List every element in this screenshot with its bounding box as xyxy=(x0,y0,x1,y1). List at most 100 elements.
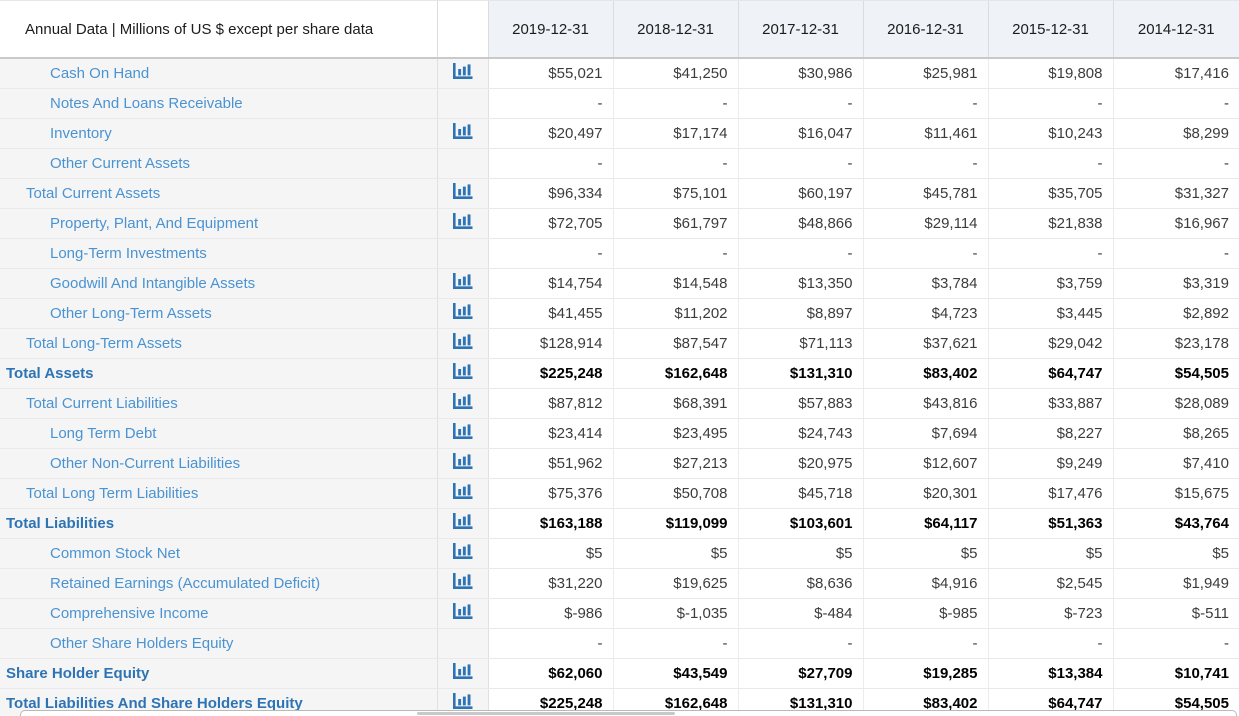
value-cell: - xyxy=(863,628,989,659)
row-label-link[interactable]: Total Liabilities xyxy=(6,514,115,532)
value-cell: $5 xyxy=(613,538,739,569)
value-cell: - xyxy=(738,238,864,269)
value-cell: $-986 xyxy=(488,598,614,629)
value-cell: $64,747 xyxy=(988,358,1114,389)
value-cell: $71,113 xyxy=(738,328,864,359)
value-cell: $15,675 xyxy=(1113,478,1239,509)
bar-chart-icon[interactable] xyxy=(452,513,473,529)
value-cell: - xyxy=(863,238,989,269)
row-label-link[interactable]: Share Holder Equity xyxy=(6,664,150,682)
row-label-cell: Goodwill And Intangible Assets xyxy=(0,268,438,299)
bar-chart-icon[interactable] xyxy=(452,183,473,199)
row-label-link[interactable]: Total Current Assets xyxy=(26,184,161,202)
value-cell: $21,838 xyxy=(988,208,1114,239)
value-cell: $62,060 xyxy=(488,658,614,689)
value-cell: $23,495 xyxy=(613,418,739,449)
column-header-date: 2019-12-31 xyxy=(488,1,614,59)
bar-chart-icon[interactable] xyxy=(452,333,473,349)
bar-chart-icon[interactable] xyxy=(452,303,473,319)
bar-chart-icon[interactable] xyxy=(452,123,473,139)
value-cell: $41,455 xyxy=(488,298,614,329)
value-cell: $163,188 xyxy=(488,508,614,539)
value-cell: $225,248 xyxy=(488,358,614,389)
value-cell: $131,310 xyxy=(738,358,864,389)
bar-chart-icon[interactable] xyxy=(452,453,473,469)
row-label-link[interactable]: Cash On Hand xyxy=(50,64,150,82)
value-cell: - xyxy=(738,148,864,179)
table-row: Total Assets $225,248 $162,648 $131,310 $83,… xyxy=(0,358,1239,389)
value-cell: $11,461 xyxy=(863,118,989,149)
row-label-link[interactable]: Common Stock Net xyxy=(50,544,181,562)
row-chart-icon-cell xyxy=(437,208,489,239)
row-chart-icon-cell xyxy=(437,658,489,689)
bar-chart-icon[interactable] xyxy=(452,573,473,589)
row-label-link[interactable]: Total Long-Term Assets xyxy=(26,334,182,352)
value-cell: $29,042 xyxy=(988,328,1114,359)
column-header-date: 2016-12-31 xyxy=(863,1,989,59)
row-label-link[interactable]: Retained Earnings (Accumulated Deficit) xyxy=(50,574,321,592)
value-cell: - xyxy=(988,628,1114,659)
value-cell: $3,319 xyxy=(1113,268,1239,299)
row-chart-icon-cell xyxy=(437,628,489,659)
column-header-date: 2018-12-31 xyxy=(613,1,739,59)
row-label-link[interactable]: Notes And Loans Receivable xyxy=(50,94,243,112)
bar-chart-icon[interactable] xyxy=(452,423,473,439)
row-label-link[interactable]: Total Current Liabilities xyxy=(26,394,178,412)
value-cell: $3,759 xyxy=(988,268,1114,299)
table-row: Other Non-Current Liabilities $51,962 $27,… xyxy=(0,448,1239,479)
row-label-link[interactable]: Other Non-Current Liabilities xyxy=(50,454,241,472)
row-chart-icon-cell xyxy=(437,448,489,479)
value-cell: $3,784 xyxy=(863,268,989,299)
bar-chart-icon[interactable] xyxy=(452,63,473,80)
value-cell: $20,497 xyxy=(488,118,614,149)
row-label-link[interactable]: Other Current Assets xyxy=(50,154,191,172)
row-chart-icon-cell xyxy=(437,178,489,209)
table-row: Long-Term Investments - - - - - - xyxy=(0,238,1239,269)
row-label-cell: Total Current Liabilities xyxy=(0,388,438,419)
bar-chart-icon[interactable] xyxy=(452,393,473,409)
value-cell: $41,250 xyxy=(613,58,739,89)
value-cell: $68,391 xyxy=(613,388,739,419)
table-row: Notes And Loans Receivable - - - - - - xyxy=(0,88,1239,119)
bar-chart-icon[interactable] xyxy=(452,363,473,379)
value-cell: $29,114 xyxy=(863,208,989,239)
row-label-link[interactable]: Property, Plant, And Equipment xyxy=(50,214,259,232)
row-label-cell: Other Non-Current Liabilities xyxy=(0,448,438,479)
row-chart-icon-cell xyxy=(437,568,489,599)
value-cell: $64,117 xyxy=(863,508,989,539)
bar-chart-icon[interactable] xyxy=(452,213,473,229)
row-label-link[interactable]: Long-Term Investments xyxy=(50,244,207,262)
value-cell: $24,743 xyxy=(738,418,864,449)
value-cell: $10,741 xyxy=(1113,658,1239,689)
horizontal-scrollbar[interactable] xyxy=(20,710,1237,716)
row-label-link[interactable]: Other Long-Term Assets xyxy=(50,304,212,322)
bar-chart-icon[interactable] xyxy=(452,603,473,619)
row-chart-icon-cell xyxy=(437,148,489,179)
row-label-link[interactable]: Comprehensive Income xyxy=(50,604,209,622)
value-cell: $83,402 xyxy=(863,358,989,389)
row-label-link[interactable]: Goodwill And Intangible Assets xyxy=(50,274,256,292)
bar-chart-icon[interactable] xyxy=(452,663,473,679)
horizontal-scrollbar-thumb[interactable] xyxy=(417,712,675,715)
value-cell: $11,202 xyxy=(613,298,739,329)
value-cell: $31,327 xyxy=(1113,178,1239,209)
bar-chart-icon[interactable] xyxy=(452,543,473,559)
value-cell: $75,101 xyxy=(613,178,739,209)
value-cell: $60,197 xyxy=(738,178,864,209)
row-label-link[interactable]: Total Long Term Liabilities xyxy=(26,484,199,502)
table-row: Total Current Assets $96,334 $75,101 $60,19… xyxy=(0,178,1239,209)
value-cell: $16,047 xyxy=(738,118,864,149)
bar-chart-icon[interactable] xyxy=(452,693,473,709)
bar-chart-icon[interactable] xyxy=(452,483,473,499)
row-label-link[interactable]: Long Term Debt xyxy=(50,424,157,442)
row-label-link[interactable]: Total Liabilities And Share Holders Equi… xyxy=(6,694,303,712)
row-label-link[interactable]: Inventory xyxy=(50,124,112,142)
value-cell: $75,376 xyxy=(488,478,614,509)
bar-chart-icon[interactable] xyxy=(452,273,473,289)
value-cell: - xyxy=(613,238,739,269)
row-label-link[interactable]: Total Assets xyxy=(6,364,94,382)
table-row: Comprehensive Income $-986 $-1,035 $-484 $-9… xyxy=(0,598,1239,629)
row-chart-icon-cell xyxy=(437,328,489,359)
row-label-link[interactable]: Other Share Holders Equity xyxy=(50,634,234,652)
value-cell: $19,285 xyxy=(863,658,989,689)
